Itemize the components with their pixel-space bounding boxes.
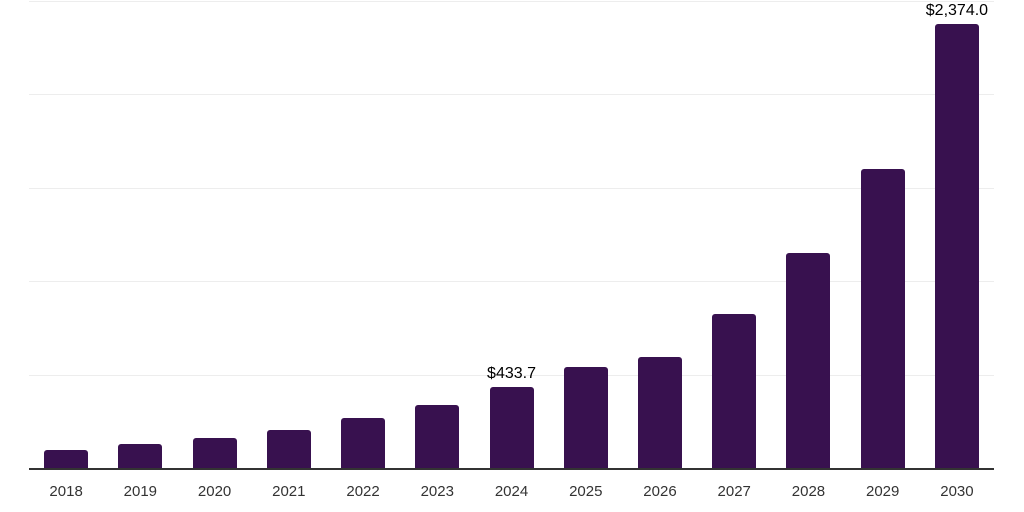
bar-column-2025 — [549, 0, 623, 470]
bar-column-2029 — [846, 0, 920, 470]
bar-2027 — [712, 313, 757, 468]
bar-column-2026 — [623, 0, 697, 470]
value-label-2024: $433.7 — [487, 364, 536, 382]
bar-2021 — [266, 430, 311, 468]
x-tick-label-2028: 2028 — [791, 483, 826, 500]
bar-column-2020 — [177, 0, 251, 470]
x-axis-line — [29, 468, 994, 470]
gridline-2500 — [29, 0, 994, 2]
x-tick-label-2027: 2027 — [717, 483, 751, 500]
bar-column-2019 — [103, 0, 177, 470]
x-tick-label-2022: 2022 — [346, 483, 380, 500]
bar-2026 — [637, 357, 682, 468]
x-tick-label-2018: 2018 — [49, 483, 83, 500]
bar-column-2021 — [252, 0, 326, 470]
bar-column-2023 — [400, 0, 474, 470]
gridline-500 — [29, 374, 994, 376]
bar-column-2024: $433.7 — [474, 0, 548, 470]
x-tick-label-2021: 2021 — [272, 483, 306, 500]
x-tick-label-2030: 2030 — [940, 483, 974, 500]
bar-2018 — [44, 449, 89, 468]
x-tick-label-2025: 2025 — [569, 483, 603, 500]
bar-2028 — [786, 253, 831, 468]
bar-2020 — [192, 438, 237, 468]
bar-2030 — [934, 24, 979, 468]
x-tick-label-2020: 2020 — [197, 483, 232, 500]
x-tick-label-2023: 2023 — [420, 483, 454, 500]
x-axis-tick-labels: 2018 2019 2020 2021 2022 2023 2024 2025 2026 2027… — [29, 471, 994, 499]
x-tick-label-2026: 2026 — [643, 483, 677, 500]
bar-column-2018 — [29, 0, 103, 470]
bar-2029 — [860, 168, 905, 468]
bar-2024 — [489, 386, 534, 468]
bar-2019 — [118, 444, 163, 468]
bar-2025 — [563, 367, 608, 468]
plot-area: $433.7 $2,374.0 — [29, 0, 994, 470]
bar-column-2028 — [771, 0, 845, 470]
bar-column-2030: $2,374.0 — [920, 0, 994, 470]
bar-column-2022 — [326, 0, 400, 470]
bars-layer: $433.7 $2,374.0 — [29, 0, 994, 470]
x-tick-label-2019: 2019 — [123, 483, 158, 500]
gridline-1500 — [29, 187, 994, 189]
x-tick-label-2024: 2024 — [494, 483, 529, 500]
bar-2023 — [415, 405, 460, 468]
bar-2022 — [341, 418, 386, 468]
bar-column-2027 — [697, 0, 771, 470]
value-label-2030: $2,374.0 — [925, 2, 989, 20]
x-tick-label-2029: 2029 — [866, 483, 900, 500]
gridline-2000 — [29, 94, 994, 95]
gridline-1000 — [29, 281, 994, 282]
